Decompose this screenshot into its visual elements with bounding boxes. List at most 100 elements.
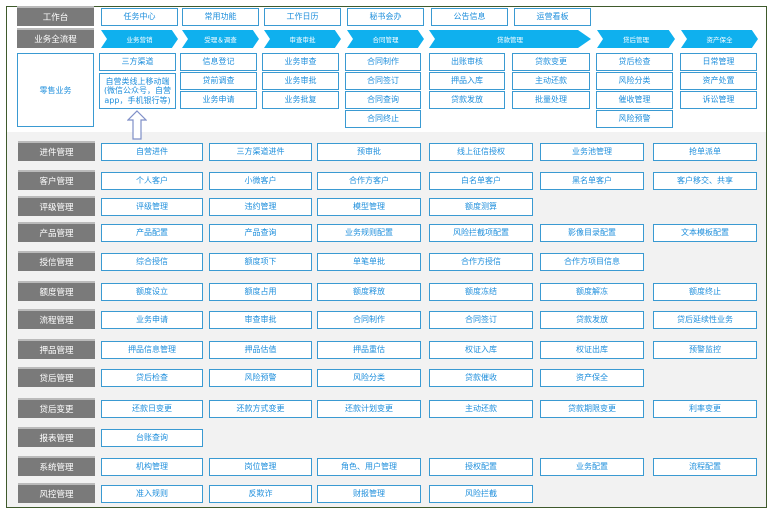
module-item[interactable]: 文本模板配置 [653, 224, 757, 242]
module-item[interactable]: 反欺诈 [209, 485, 312, 503]
retail-item[interactable]: 业务审批 [262, 72, 339, 90]
retail-item[interactable]: 日常管理 [680, 53, 757, 71]
workbench-item[interactable]: 公告信息 [431, 8, 508, 26]
process-stage[interactable]: 贷款管理 [429, 30, 591, 48]
retail-item[interactable]: 贷后检查 [596, 53, 673, 71]
module-item[interactable]: 权证入库 [429, 341, 533, 359]
module-item[interactable]: 贷款发放 [540, 311, 644, 329]
module-item[interactable]: 风险分类 [317, 369, 421, 387]
retail-item[interactable]: 出账审核 [429, 53, 505, 71]
module-item[interactable]: 押品信息管理 [101, 341, 203, 359]
module-item[interactable]: 权证出库 [540, 341, 644, 359]
module-item[interactable]: 合作方授信 [429, 253, 533, 271]
module-item[interactable]: 综合授信 [101, 253, 203, 271]
module-item[interactable]: 自营进件 [101, 143, 203, 161]
retail-item[interactable]: 资产处置 [680, 72, 757, 90]
module-item[interactable]: 审查审批 [209, 311, 312, 329]
module-item[interactable]: 评级管理 [101, 198, 203, 216]
module-item[interactable]: 额度项下 [209, 253, 312, 271]
module-item[interactable]: 合作方项目信息 [540, 253, 644, 271]
module-item[interactable]: 额度解冻 [540, 283, 644, 301]
module-item[interactable]: 主动还款 [429, 400, 533, 418]
module-item[interactable]: 利率变更 [653, 400, 757, 418]
retail-item[interactable]: 自营类线上移动端(微信公众号，自营app，手机银行等) [99, 73, 176, 109]
retail-item[interactable]: 诉讼管理 [680, 91, 757, 109]
module-item[interactable]: 产品配置 [101, 224, 203, 242]
module-item[interactable]: 风险拦截 [429, 485, 533, 503]
module-item[interactable]: 额度释放 [317, 283, 421, 301]
retail-item[interactable]: 押品入库 [429, 72, 505, 90]
process-stage[interactable]: 业务营销 [101, 30, 178, 48]
module-item[interactable]: 白名单客户 [429, 172, 533, 190]
retail-item[interactable]: 合同签订 [345, 72, 421, 90]
module-item[interactable]: 押品重估 [317, 341, 421, 359]
module-item[interactable]: 预审批 [317, 143, 421, 161]
module-item[interactable]: 贷款催收 [429, 369, 533, 387]
module-item[interactable]: 合同制作 [317, 311, 421, 329]
retail-item[interactable]: 合同查询 [345, 91, 421, 109]
module-item[interactable]: 业务申请 [101, 311, 203, 329]
module-item[interactable]: 财报管理 [317, 485, 421, 503]
module-item[interactable]: 客户移交、共享 [653, 172, 757, 190]
module-item[interactable]: 线上征信授权 [429, 143, 533, 161]
module-item[interactable]: 流程配置 [653, 458, 757, 476]
retail-item[interactable]: 三方渠道 [99, 53, 176, 71]
module-item[interactable]: 业务配置 [540, 458, 644, 476]
module-item[interactable]: 还款日变更 [101, 400, 203, 418]
retail-item[interactable]: 主动还款 [512, 72, 590, 90]
workbench-item[interactable]: 常用功能 [182, 8, 259, 26]
retail-item[interactable]: 贷款变更 [512, 53, 590, 71]
module-item[interactable]: 产品查询 [209, 224, 312, 242]
module-item[interactable]: 合作方客户 [317, 172, 421, 190]
module-item[interactable]: 岗位管理 [209, 458, 312, 476]
retail-item[interactable]: 业务申请 [180, 91, 257, 109]
retail-item[interactable]: 风险分类 [596, 72, 673, 90]
module-item[interactable]: 合同签订 [429, 311, 533, 329]
module-item[interactable]: 额度占用 [209, 283, 312, 301]
module-item[interactable]: 贷款期限变更 [540, 400, 644, 418]
workbench-item[interactable]: 秘书会办 [347, 8, 424, 26]
retail-item[interactable]: 信息登记 [180, 53, 257, 71]
module-item[interactable]: 贷后延续性业务 [653, 311, 757, 329]
retail-item[interactable]: 贷前调查 [180, 72, 257, 90]
module-item[interactable]: 资产保全 [540, 369, 644, 387]
module-item[interactable]: 模型管理 [317, 198, 421, 216]
retail-item[interactable]: 贷款发放 [429, 91, 505, 109]
process-stage[interactable]: 合同管理 [347, 30, 424, 48]
module-item[interactable]: 额度终止 [653, 283, 757, 301]
module-item[interactable]: 三方渠道进件 [209, 143, 312, 161]
module-item[interactable]: 押品估值 [209, 341, 312, 359]
module-item[interactable]: 影像目录配置 [540, 224, 644, 242]
module-item[interactable]: 角色、用户管理 [317, 458, 421, 476]
module-item[interactable]: 额度设立 [101, 283, 203, 301]
module-item[interactable]: 业务规则配置 [317, 224, 421, 242]
module-item[interactable]: 授权配置 [429, 458, 533, 476]
module-item[interactable]: 贷后检查 [101, 369, 203, 387]
process-stage[interactable]: 贷后管理 [597, 30, 675, 48]
module-item[interactable]: 还款计划变更 [317, 400, 421, 418]
process-stage[interactable]: 资产保全 [681, 30, 758, 48]
workbench-item[interactable]: 任务中心 [101, 8, 178, 26]
module-item[interactable]: 还款方式变更 [209, 400, 312, 418]
module-item[interactable]: 准入规则 [101, 485, 203, 503]
module-item[interactable]: 违约管理 [209, 198, 312, 216]
module-item[interactable]: 台账查询 [101, 429, 203, 447]
module-item[interactable]: 业务池管理 [540, 143, 644, 161]
retail-item[interactable]: 风险预警 [596, 110, 673, 128]
workbench-item[interactable]: 工作日历 [264, 8, 341, 26]
module-item[interactable]: 风险预警 [209, 369, 312, 387]
module-item[interactable]: 风险拦截项配置 [429, 224, 533, 242]
module-item[interactable]: 小微客户 [209, 172, 312, 190]
module-item[interactable]: 单笔单批 [317, 253, 421, 271]
module-item[interactable]: 额度测算 [429, 198, 533, 216]
module-item[interactable]: 机构管理 [101, 458, 203, 476]
retail-item[interactable]: 合同终止 [345, 110, 421, 128]
retail-item[interactable]: 业务批复 [262, 91, 339, 109]
module-item[interactable]: 抢单派单 [653, 143, 757, 161]
module-item[interactable]: 预警监控 [653, 341, 757, 359]
process-stage[interactable]: 受理＆调查 [182, 30, 259, 48]
retail-item[interactable]: 催收管理 [596, 91, 673, 109]
process-stage[interactable]: 审查审批 [264, 30, 341, 48]
retail-item[interactable]: 业务审查 [262, 53, 339, 71]
retail-item[interactable]: 合同制作 [345, 53, 421, 71]
